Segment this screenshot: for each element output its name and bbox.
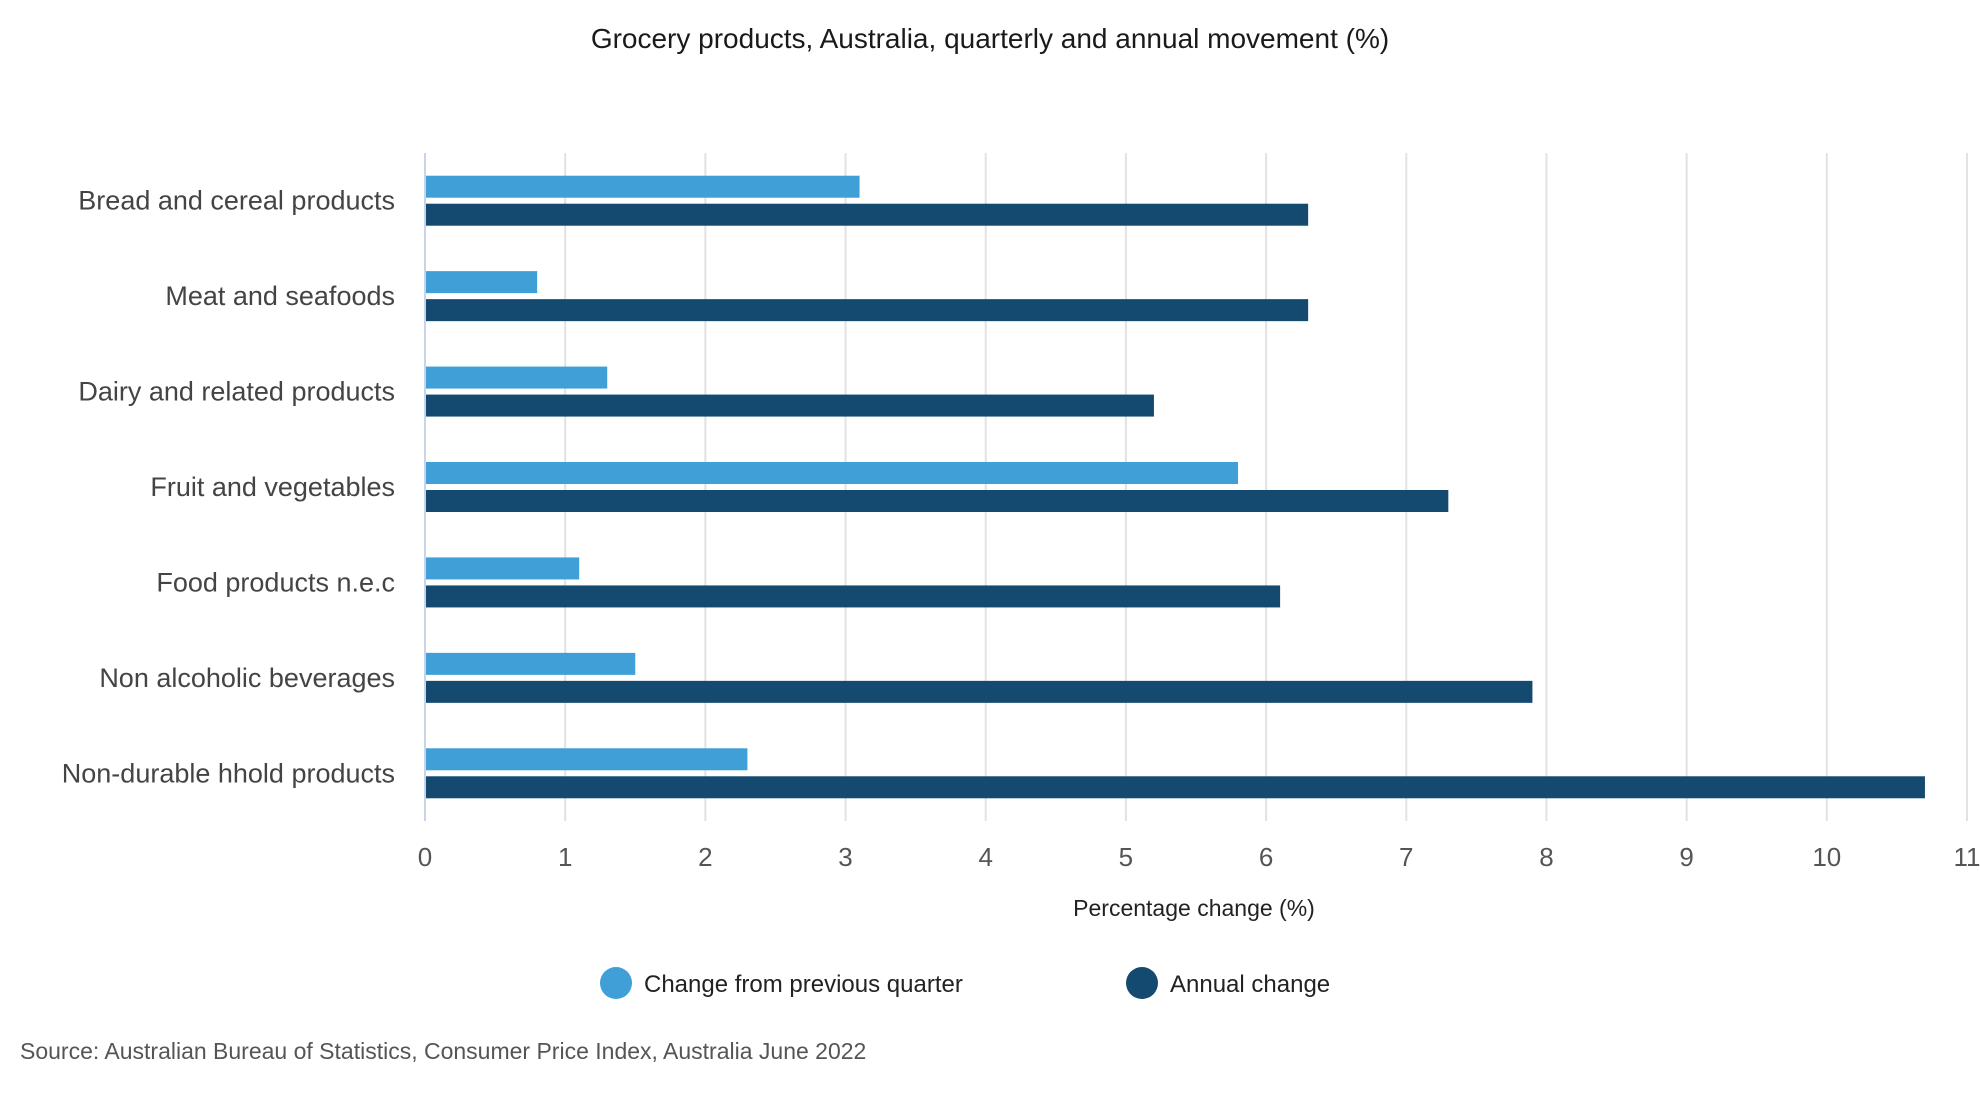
x-tick-label-0: 0 <box>418 842 432 872</box>
x-tick-label-4: 4 <box>978 842 992 872</box>
category-label-dairy-and-related-products: Dairy and related products <box>78 377 395 407</box>
bar-quarter-bread-and-cereal-products[interactable] <box>426 175 860 198</box>
x-tick-label-3: 3 <box>838 842 852 872</box>
legend: Change from previous quarter Annual chan… <box>600 967 1330 999</box>
bar-annual-meat-and-seafoods[interactable] <box>426 299 1309 322</box>
legend-label-quarter: Change from previous quarter <box>644 971 963 998</box>
bar-annual-non-alcoholic-beverages[interactable] <box>426 680 1533 703</box>
x-tick-label-10: 10 <box>1812 842 1841 872</box>
bar-annual-fruit-and-vegetables[interactable] <box>426 490 1449 512</box>
bar-quarter-fruit-and-vegetables[interactable] <box>426 462 1239 484</box>
bar-quarter-meat-and-seafoods[interactable] <box>426 271 538 294</box>
bars <box>426 175 1925 799</box>
x-tick-labels: 0 1 2 3 4 5 6 7 8 9 10 11 <box>418 842 1980 872</box>
bar-annual-non-durable-hhold-products[interactable] <box>426 776 1925 799</box>
category-label-non-durable-hhold-products: Non-durable hhold products <box>62 758 395 788</box>
bar-quarter-non-alcoholic-beverages[interactable] <box>426 652 636 675</box>
category-label-non-alcoholic-beverages: Non alcoholic beverages <box>99 663 395 693</box>
x-axis-title: Percentage change (%) <box>1073 895 1315 921</box>
bar-quarter-food-products-n-e-c[interactable] <box>426 557 580 580</box>
x-tick-label-11: 11 <box>1954 842 1980 872</box>
category-label-fruit-and-vegetables: Fruit and vegetables <box>150 472 395 502</box>
bar-annual-dairy-and-related-products[interactable] <box>426 394 1154 417</box>
chart-title: Grocery products, Australia, quarterly a… <box>591 23 1389 54</box>
bar-annual-bread-and-cereal-products[interactable] <box>426 203 1309 226</box>
category-label-food-products-n-e-c: Food products n.e.c <box>156 567 395 597</box>
bar-quarter-non-durable-hhold-products[interactable] <box>426 748 748 771</box>
legend-swatch-annual <box>1126 967 1158 999</box>
x-tick-label-9: 9 <box>1679 842 1693 872</box>
x-tick-label-1: 1 <box>558 842 572 872</box>
legend-label-annual: Annual change <box>1170 971 1330 998</box>
gridlines <box>564 153 1968 821</box>
legend-item-annual[interactable]: Annual change <box>1126 967 1330 999</box>
x-tick-label-2: 2 <box>698 842 712 872</box>
bar-quarter-dairy-and-related-products[interactable] <box>426 366 608 389</box>
legend-item-quarter[interactable]: Change from previous quarter <box>600 967 963 999</box>
x-tick-label-6: 6 <box>1259 842 1273 872</box>
legend-swatch-quarter <box>600 967 632 999</box>
x-tick-label-7: 7 <box>1399 842 1413 872</box>
category-labels: Bread and cereal products Meat and seafoo… <box>62 186 395 789</box>
x-tick-label-5: 5 <box>1119 842 1133 872</box>
category-label-bread-and-cereal-products: Bread and cereal products <box>78 186 395 216</box>
source-note: Source: Australian Bureau of Statistics,… <box>20 1038 866 1064</box>
bar-annual-food-products-n-e-c[interactable] <box>426 585 1281 608</box>
x-tick-label-8: 8 <box>1539 842 1553 872</box>
category-label-meat-and-seafoods: Meat and seafoods <box>165 281 395 311</box>
